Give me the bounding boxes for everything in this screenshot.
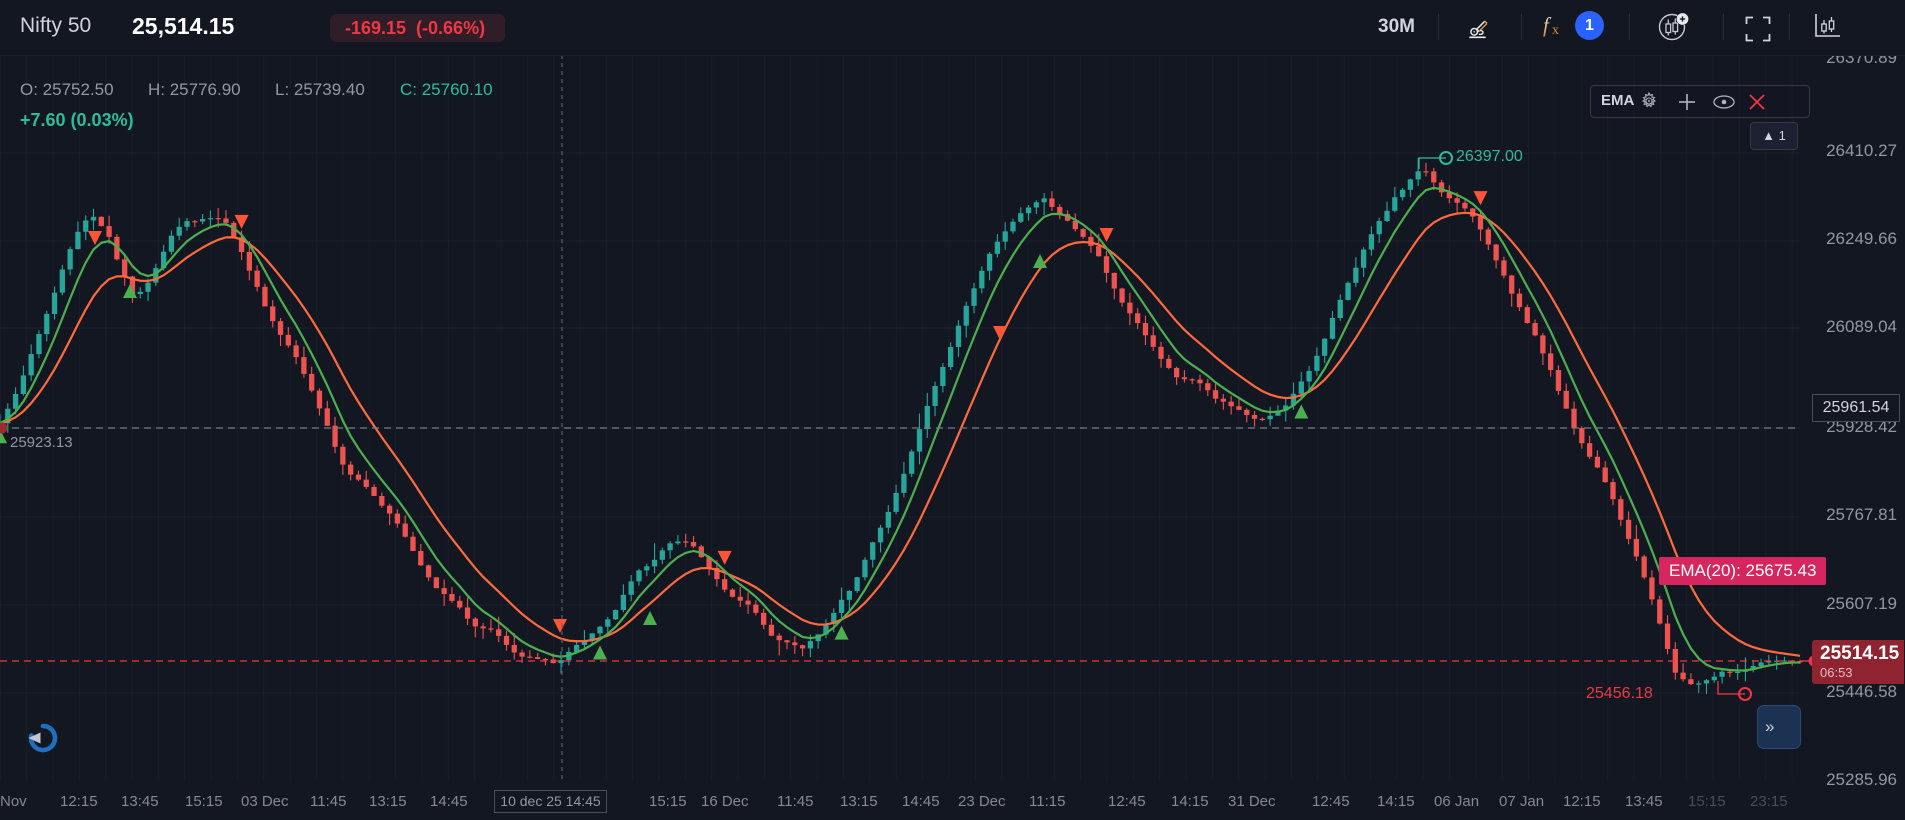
svg-text:f: f bbox=[1543, 13, 1552, 37]
svg-text:x: x bbox=[1552, 23, 1559, 38]
